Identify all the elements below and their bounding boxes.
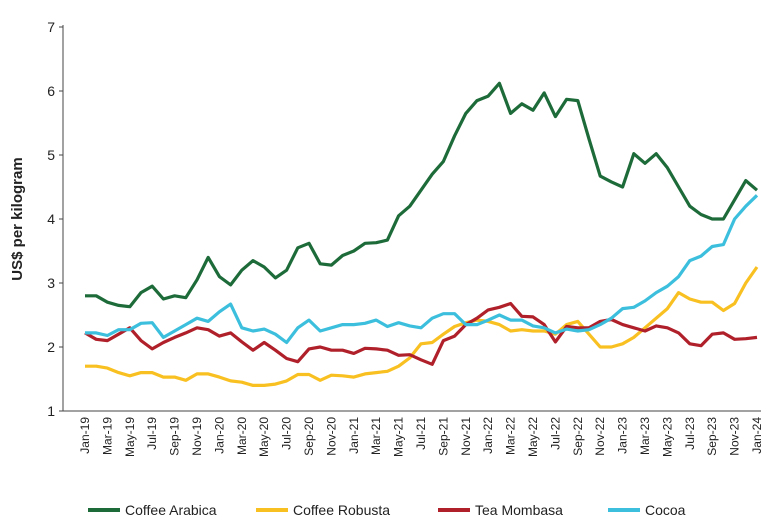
- x-tick-label: Nov-22: [593, 417, 607, 456]
- x-tick-label: Jan-19: [78, 417, 92, 454]
- x-tick-label: Jan-23: [616, 417, 630, 454]
- y-axis-label: US$ per kilogram: [9, 157, 26, 280]
- x-tick-label: Jul-20: [280, 417, 294, 450]
- line-series: [85, 266, 759, 387]
- x-tick-label: May-22: [526, 417, 540, 457]
- x-tick-label: Sep-21: [436, 417, 450, 456]
- x-tick-label: Mar-22: [504, 417, 518, 455]
- x-tick-label: Sep-20: [302, 417, 316, 456]
- legend-label: Cocoa: [645, 502, 686, 518]
- x-tick-label: Jan-24: [750, 417, 761, 454]
- x-tick-label: Nov-23: [728, 417, 742, 456]
- x-tick-label: Sep-22: [571, 417, 585, 456]
- x-tick-label: May-23: [660, 417, 674, 457]
- x-tick-label: Nov-21: [459, 417, 473, 456]
- x-tick-label: May-21: [392, 417, 406, 457]
- legend-label: Coffee Arabica: [125, 502, 217, 518]
- x-tick-label: Sep-23: [705, 417, 719, 456]
- line-series: [84, 301, 758, 366]
- x-tick-label: Jan-20: [212, 417, 226, 454]
- y-tick-label: 7: [47, 19, 55, 35]
- x-tick-label: Jul-21: [414, 417, 428, 450]
- x-tick-label: Mar-23: [638, 417, 652, 455]
- line-series: [85, 81, 759, 309]
- x-tick-label: Mar-19: [100, 417, 114, 455]
- legend-label: Coffee Robusta: [293, 502, 390, 518]
- x-tick-label: Mar-21: [369, 417, 383, 455]
- line-series: [85, 194, 759, 345]
- legend-label: Tea Mombasa: [475, 502, 563, 518]
- x-tick-label: Jan-22: [481, 417, 495, 454]
- y-tick-label: 5: [47, 147, 55, 163]
- x-tick-label: Jul-19: [145, 417, 159, 450]
- x-tick-label: Jan-21: [347, 417, 361, 454]
- x-tick-label: Jul-22: [548, 417, 562, 450]
- y-tick-label: 1: [47, 403, 55, 419]
- x-tick-label: Sep-19: [168, 417, 182, 456]
- x-tick-label: May-20: [257, 417, 271, 457]
- x-tick-label: Nov-20: [324, 417, 338, 456]
- y-tick-label: 2: [47, 339, 55, 355]
- x-tick-label: Jul-23: [683, 417, 697, 450]
- y-tick-label: 6: [47, 83, 55, 99]
- x-tick-label: Nov-19: [190, 417, 204, 456]
- y-tick-label: 3: [47, 275, 55, 291]
- x-tick-label: May-19: [123, 417, 137, 457]
- x-tick-label: Mar-20: [235, 417, 249, 455]
- y-tick-label: 4: [47, 211, 55, 227]
